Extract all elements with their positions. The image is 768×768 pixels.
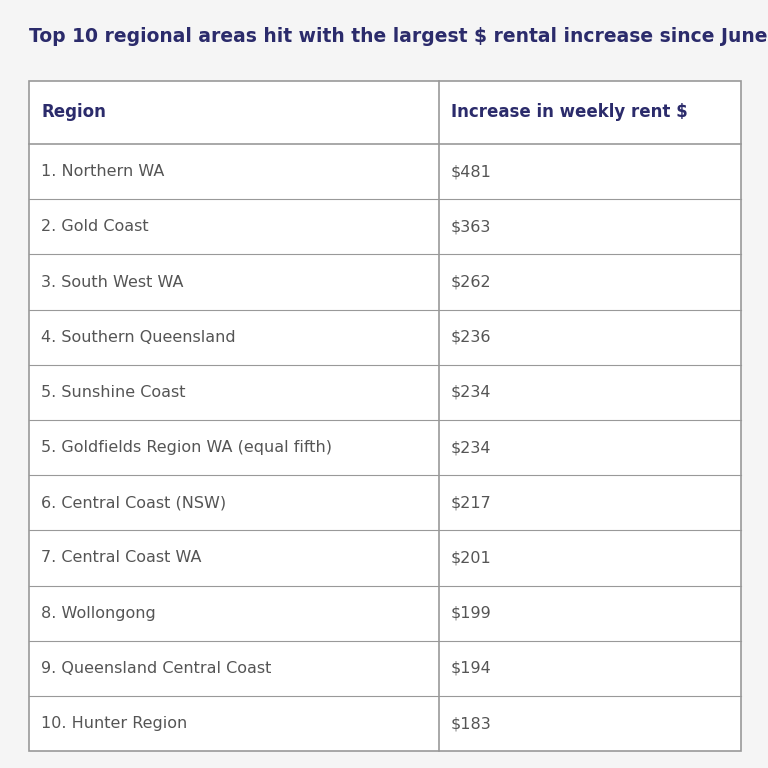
Text: Increase in weekly rent $: Increase in weekly rent $ xyxy=(451,104,687,121)
Text: $262: $262 xyxy=(451,274,492,290)
Text: 8. Wollongong: 8. Wollongong xyxy=(41,606,156,621)
Text: $363: $363 xyxy=(451,220,492,234)
Text: $236: $236 xyxy=(451,329,492,345)
Text: $217: $217 xyxy=(451,495,492,510)
Text: $183: $183 xyxy=(451,716,492,731)
Text: 3. South West WA: 3. South West WA xyxy=(41,274,184,290)
Text: $234: $234 xyxy=(451,440,492,455)
Text: 2. Gold Coast: 2. Gold Coast xyxy=(41,220,149,234)
Text: 10. Hunter Region: 10. Hunter Region xyxy=(41,716,187,731)
Text: 6. Central Coast (NSW): 6. Central Coast (NSW) xyxy=(41,495,227,510)
Text: 4. Southern Queensland: 4. Southern Queensland xyxy=(41,329,236,345)
Text: $194: $194 xyxy=(451,660,492,676)
Bar xyxy=(29,81,741,751)
Text: 1. Northern WA: 1. Northern WA xyxy=(41,164,165,179)
Text: $201: $201 xyxy=(451,551,492,565)
Text: 5. Sunshine Coast: 5. Sunshine Coast xyxy=(41,385,186,400)
Text: 9. Queensland Central Coast: 9. Queensland Central Coast xyxy=(41,660,272,676)
Text: 5. Goldfields Region WA (equal fifth): 5. Goldfields Region WA (equal fifth) xyxy=(41,440,333,455)
Text: 7. Central Coast WA: 7. Central Coast WA xyxy=(41,551,202,565)
Text: $481: $481 xyxy=(451,164,492,179)
Text: Region: Region xyxy=(41,104,106,121)
Text: Top 10 regional areas hit with the largest $ rental increase since June 2020: Top 10 regional areas hit with the large… xyxy=(29,27,768,46)
Text: $234: $234 xyxy=(451,385,492,400)
Text: $199: $199 xyxy=(451,606,492,621)
